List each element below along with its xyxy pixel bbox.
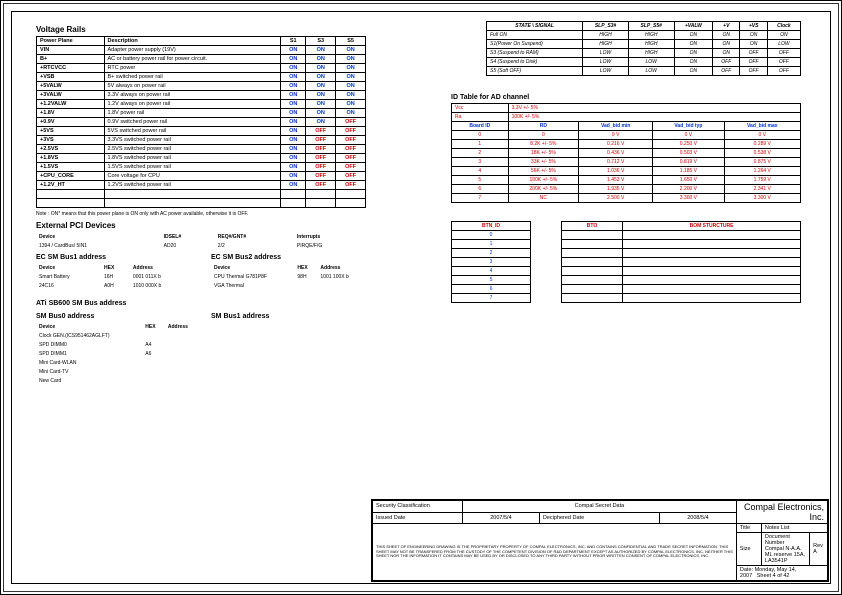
- state-signal-table: STATE \ SIGNALSLP_S3#SLP_S5#+VALW+V+VSCl…: [486, 21, 801, 76]
- btn-id-table: BTN_ID01234567: [451, 221, 531, 303]
- right-column: STATE \ SIGNALSLP_S3#SLP_S5#+VALW+V+VSCl…: [451, 21, 801, 303]
- ext-pci-title: External PCI Devices: [36, 221, 366, 230]
- ati-sb600-table: DeviceHEXAddressClock GEN.(ICS951462AGLF…: [36, 322, 201, 385]
- id-table: Vcc3.3V +/- 5%Ra100K +/- 5%Board IDRDVad…: [451, 103, 801, 203]
- tb-date-row: Date: Monday, May 14, 2007 Sheet 4 of 42: [736, 566, 827, 581]
- sm-bus0-title: SM Bus0 address: [36, 313, 191, 320]
- tb-secret: Compal Secret Data: [463, 501, 737, 513]
- tb-issued-val: 2007/5/4: [463, 512, 540, 524]
- bto-bom-table: BTOBOM STURCTURE: [561, 221, 801, 303]
- ati-sb600-title: ATi SB600 SM Bus address: [36, 300, 366, 307]
- voltage-rails-table: Power PlaneDescriptionS1S3S5VINAdapter p…: [36, 36, 366, 208]
- tb-deciphered-lbl: Deciphered Date: [539, 512, 659, 524]
- sm-bus1-title: SM Bus1 address: [211, 313, 366, 320]
- tb-issued-lbl: Issued Date: [373, 512, 463, 524]
- tb-title-val: Notes List: [761, 524, 827, 533]
- tb-security: Security Classification: [373, 501, 463, 513]
- title-block: Security Classification Compal Secret Da…: [371, 499, 829, 582]
- voltage-rails-title: Voltage Rails: [36, 25, 366, 34]
- ext-pci-table: DeviceIDSEL#REQ#/GNT#Interrupts1394 / Ca…: [36, 232, 366, 250]
- ec-bus2-title: EC SM Bus2 address: [211, 254, 366, 261]
- tb-company: Compal Electronics, Inc.: [736, 501, 827, 524]
- ec-bus1-table: DeviceHEXAddressSmart Battery16H0001 011…: [36, 263, 191, 290]
- left-column: Voltage Rails Power PlaneDescriptionS1S3…: [36, 21, 366, 385]
- tb-title-lbl: Title: [736, 524, 761, 533]
- tb-deciphered-val: 2008/5/4: [660, 512, 737, 524]
- id-table-title: ID Table for AD channel: [451, 94, 801, 101]
- tb-disclaimer: THIS SHEET OF ENGINEERING DRAWING IS THE…: [373, 524, 737, 581]
- voltage-note: Note : ON* means that this power plane i…: [36, 211, 366, 217]
- ec-bus2-table: DeviceHEXAddressCPU Thermal G781P8F98H10…: [211, 263, 366, 290]
- ec-bus1-title: EC SM Bus1 address: [36, 254, 191, 261]
